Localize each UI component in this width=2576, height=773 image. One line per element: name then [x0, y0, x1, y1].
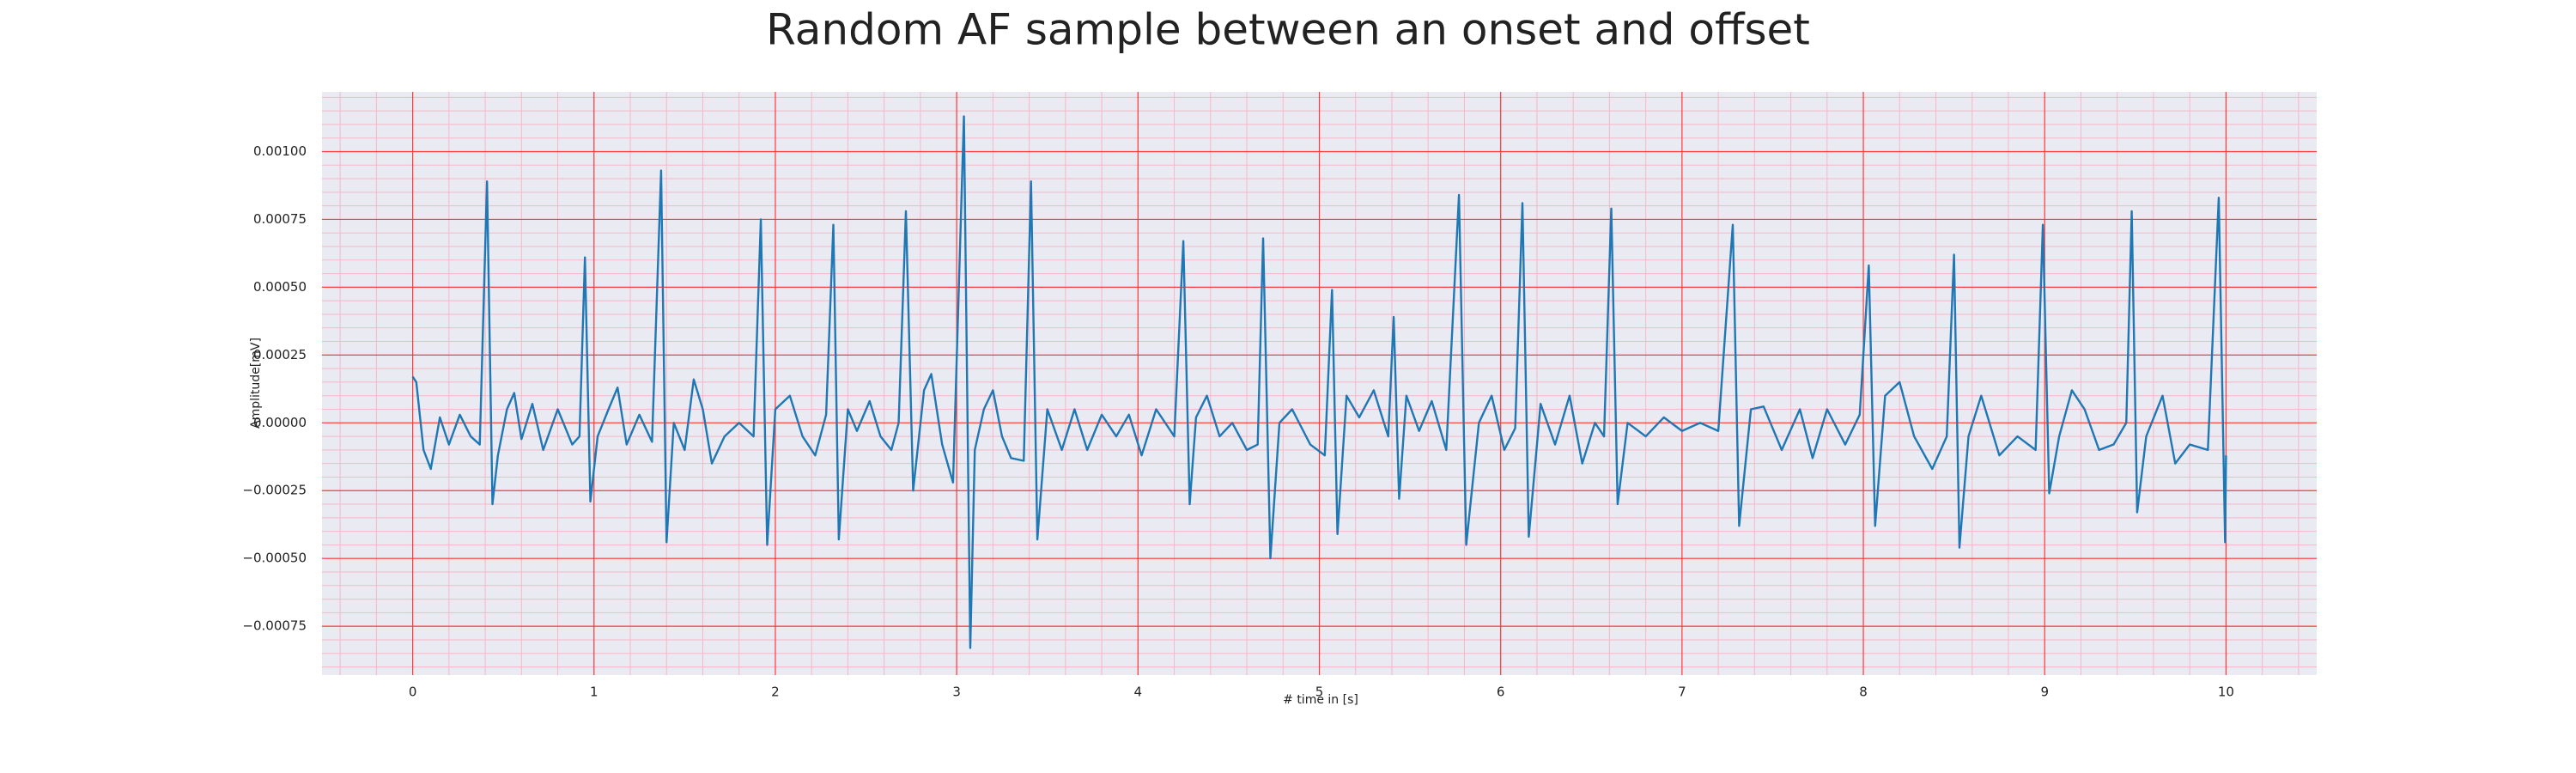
- y-tick-label: 0.00100: [253, 143, 307, 159]
- y-tick-label: −0.00075: [242, 618, 307, 634]
- x-tick-label: 5: [1315, 685, 1324, 700]
- y-tick-label: 0.00050: [253, 279, 307, 295]
- x-tick-label: 0: [409, 685, 417, 700]
- y-tick-label: 0.00000: [253, 415, 307, 430]
- x-tick-label: 2: [771, 685, 780, 700]
- y-axis-label: Amplitude[mV]: [249, 338, 263, 429]
- x-axis-label: # time in [s]: [1283, 693, 1358, 707]
- x-tick-label: 1: [590, 685, 598, 700]
- signal-line: [411, 115, 2227, 649]
- x-tick-label: 4: [1134, 685, 1143, 700]
- y-tick-label: 0.00025: [253, 347, 307, 362]
- x-tick-label: 9: [2040, 685, 2049, 700]
- x-tick-label: 10: [2218, 685, 2234, 700]
- x-tick-label: 6: [1497, 685, 1505, 700]
- y-tick-label: −0.00025: [242, 483, 307, 498]
- x-tick-label: 3: [952, 685, 961, 700]
- chart-title: Random AF sample between an onset and of…: [766, 5, 1810, 55]
- x-tick-label: 7: [1678, 685, 1686, 700]
- y-tick-label: −0.00050: [242, 551, 307, 566]
- y-tick-label: 0.00075: [253, 211, 307, 227]
- x-tick-label: 8: [1859, 685, 1868, 700]
